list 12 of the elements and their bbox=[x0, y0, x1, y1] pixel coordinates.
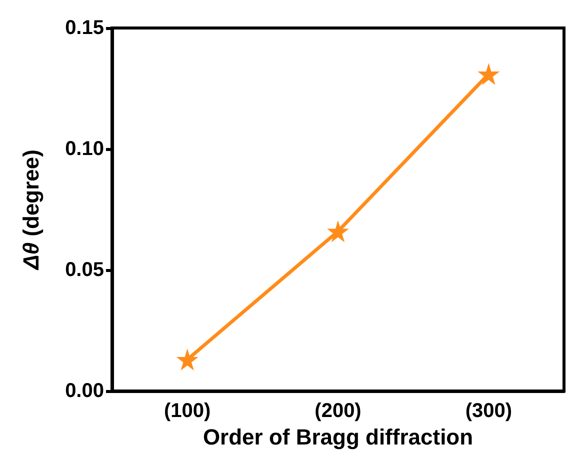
y-tick-label: 0.00 bbox=[65, 380, 104, 402]
x-tick-label: (100) bbox=[164, 400, 211, 422]
y-tick-label: 0.10 bbox=[65, 138, 104, 160]
y-tick-label: 0.15 bbox=[65, 17, 104, 39]
point bbox=[478, 62, 500, 85]
point bbox=[327, 220, 349, 242]
y-tick-label: 0.05 bbox=[65, 259, 104, 281]
point bbox=[176, 348, 198, 371]
x-tick-label: (200) bbox=[314, 400, 362, 422]
x-tick-label: (300) bbox=[465, 400, 512, 422]
y-axis-title: Δθ (degree) bbox=[18, 150, 44, 270]
x-axis-title: Order of Bragg diffraction bbox=[202, 424, 474, 450]
